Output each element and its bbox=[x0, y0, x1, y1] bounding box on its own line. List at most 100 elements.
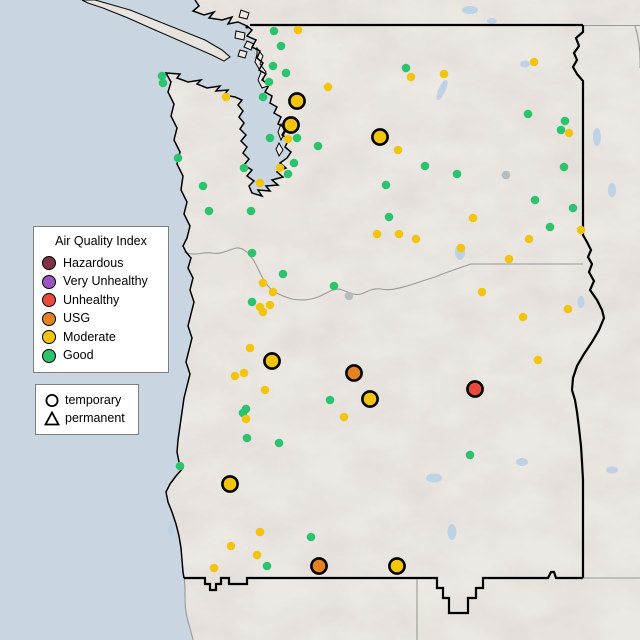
station-marker-good-small[interactable] bbox=[265, 133, 275, 143]
station-marker-good-small[interactable] bbox=[556, 125, 566, 135]
station-marker-moderate-small[interactable] bbox=[283, 134, 293, 144]
station-marker-moderate-small[interactable] bbox=[245, 343, 255, 353]
station-marker-good-small[interactable] bbox=[545, 222, 555, 232]
station-marker-moderate-small[interactable] bbox=[477, 287, 487, 297]
station-marker-good-small[interactable] bbox=[175, 461, 185, 471]
station-marker-good-small[interactable] bbox=[157, 71, 167, 81]
station-marker-moderate-small[interactable] bbox=[394, 229, 404, 239]
station-marker-moderate-small[interactable] bbox=[258, 278, 268, 288]
station-marker-good-small[interactable] bbox=[158, 78, 168, 88]
station-marker-good-small[interactable] bbox=[568, 203, 578, 213]
station-marker-usg-large[interactable] bbox=[310, 557, 328, 575]
station-marker-moderate-small[interactable] bbox=[518, 312, 528, 322]
station-marker-good-small[interactable] bbox=[523, 109, 533, 119]
station-marker-good-small[interactable] bbox=[420, 161, 430, 171]
station-marker-moderate-small[interactable] bbox=[468, 213, 478, 223]
station-marker-moderate-small[interactable] bbox=[255, 178, 265, 188]
station-marker-moderate-large[interactable] bbox=[388, 557, 406, 575]
station-marker-moderate-small[interactable] bbox=[439, 69, 449, 79]
station-marker-good-small[interactable] bbox=[452, 169, 462, 179]
station-marker-good-small[interactable] bbox=[268, 61, 278, 71]
station-marker-moderate-small[interactable] bbox=[323, 82, 333, 92]
station-marker-good-small[interactable] bbox=[274, 438, 284, 448]
station-marker-moderate-small[interactable] bbox=[456, 243, 466, 253]
station-marker-moderate-large[interactable] bbox=[288, 92, 306, 110]
station-marker-moderate-small[interactable] bbox=[504, 254, 514, 264]
station-marker-moderate-small[interactable] bbox=[230, 371, 240, 381]
lakes bbox=[168, 6, 618, 540]
station-marker-moderate-small[interactable] bbox=[209, 563, 219, 573]
station-marker-moderate-small[interactable] bbox=[529, 57, 539, 67]
station-marker-good-small[interactable] bbox=[401, 63, 411, 73]
station-marker-moderate-small[interactable] bbox=[226, 541, 236, 551]
station-marker-moderate-large[interactable] bbox=[263, 352, 281, 370]
station-marker-good-small[interactable] bbox=[173, 153, 183, 163]
station-marker-good-small[interactable] bbox=[329, 281, 339, 291]
station-marker-unhealthy-large[interactable] bbox=[466, 380, 484, 398]
station-marker-good-small[interactable] bbox=[198, 181, 208, 191]
station-marker-good-small[interactable] bbox=[262, 561, 272, 571]
station-marker-moderate-small[interactable] bbox=[239, 368, 249, 378]
station-marker-moderate-large[interactable] bbox=[282, 116, 300, 134]
station-marker-good-small[interactable] bbox=[381, 180, 391, 190]
station-marker-good-small[interactable] bbox=[278, 269, 288, 279]
station-marker-good-small[interactable] bbox=[289, 158, 299, 168]
station-marker-moderate-small[interactable] bbox=[533, 355, 543, 365]
station-marker-good-small[interactable] bbox=[384, 212, 394, 222]
station-marker-moderate-large[interactable] bbox=[361, 390, 379, 408]
station-marker-good-small[interactable] bbox=[258, 92, 268, 102]
station-marker-moderate-small[interactable] bbox=[275, 163, 285, 173]
islands bbox=[234, 9, 286, 158]
station-marker-moderate-small[interactable] bbox=[258, 307, 268, 317]
station-marker-good-small[interactable] bbox=[276, 41, 286, 51]
station-marker-good-small[interactable] bbox=[313, 141, 323, 151]
station-marker-moderate-small[interactable] bbox=[252, 550, 262, 560]
station-marker-good-small[interactable] bbox=[241, 404, 251, 414]
station-marker-moderate-small[interactable] bbox=[241, 414, 251, 424]
station-marker-good-small[interactable] bbox=[247, 248, 257, 258]
station-marker-good-small[interactable] bbox=[239, 163, 249, 173]
station-marker-usg-large[interactable] bbox=[345, 364, 363, 382]
station-marker-good-small[interactable] bbox=[283, 169, 293, 179]
station-marker-good-small[interactable] bbox=[264, 77, 274, 87]
station-marker-moderate-small[interactable] bbox=[339, 412, 349, 422]
station-marker-moderate-small[interactable] bbox=[260, 385, 270, 395]
marker-legend-item-temporary: temporary bbox=[44, 391, 130, 410]
station-marker-good-small[interactable] bbox=[242, 433, 252, 443]
station-marker-nodata-small[interactable] bbox=[501, 170, 511, 180]
region-outline bbox=[164, 0, 606, 615]
station-marker-moderate-small[interactable] bbox=[372, 229, 382, 239]
station-marker-good-small[interactable] bbox=[292, 133, 302, 143]
station-marker-moderate-small[interactable] bbox=[524, 234, 534, 244]
marker-type-legend: temporary permanent bbox=[35, 384, 139, 435]
station-marker-moderate-small[interactable] bbox=[221, 92, 231, 102]
unhealthy-swatch-icon bbox=[42, 293, 56, 308]
station-marker-good-small[interactable] bbox=[325, 395, 335, 405]
station-marker-good-small[interactable] bbox=[306, 532, 316, 542]
marker-legend-item-permanent: permanent bbox=[44, 410, 130, 429]
station-marker-good-small[interactable] bbox=[465, 450, 475, 460]
station-marker-good-small[interactable] bbox=[247, 297, 257, 307]
station-marker-moderate-small[interactable] bbox=[293, 25, 303, 35]
station-marker-moderate-small[interactable] bbox=[563, 304, 573, 314]
station-marker-moderate-small[interactable] bbox=[411, 234, 421, 244]
station-marker-moderate-small[interactable] bbox=[265, 300, 275, 310]
station-marker-good-small[interactable] bbox=[246, 206, 256, 216]
station-marker-good-small[interactable] bbox=[560, 116, 570, 126]
station-marker-good-small[interactable] bbox=[530, 195, 540, 205]
station-marker-good-small[interactable] bbox=[204, 206, 214, 216]
station-marker-moderate-small[interactable] bbox=[564, 128, 574, 138]
station-marker-moderate-small[interactable] bbox=[268, 287, 278, 297]
station-marker-nodata-small[interactable] bbox=[344, 291, 354, 301]
station-marker-moderate-small[interactable] bbox=[255, 527, 265, 537]
station-marker-moderate-large[interactable] bbox=[371, 128, 389, 146]
station-marker-moderate-small[interactable] bbox=[393, 145, 403, 155]
station-marker-moderate-small[interactable] bbox=[576, 225, 586, 235]
station-marker-moderate-small[interactable] bbox=[406, 72, 416, 82]
aqi-legend-label: Good bbox=[63, 348, 94, 363]
station-marker-moderate-large[interactable] bbox=[221, 475, 239, 493]
station-marker-good-small[interactable] bbox=[281, 68, 291, 78]
station-marker-good-small[interactable] bbox=[559, 162, 569, 172]
station-marker-good-small[interactable] bbox=[269, 26, 279, 36]
